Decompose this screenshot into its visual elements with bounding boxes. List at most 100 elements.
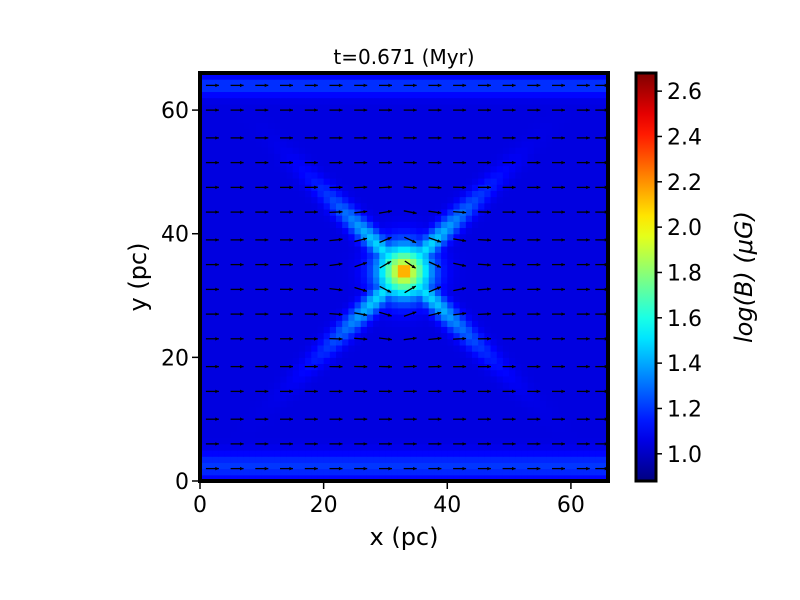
heatmap-cell [385,165,393,173]
heatmap-cell [373,141,380,148]
heatmap-cell [348,450,356,457]
heatmap-cell [570,159,578,167]
heatmap-cell [360,437,368,445]
heatmap-cell [354,474,362,481]
heatmap-cell [311,270,318,278]
heatmap-cell [243,128,250,136]
heatmap-cell [280,233,288,241]
heatmap-cell [441,431,448,439]
heatmap-cell [465,351,473,358]
heatmap-cell [533,338,541,346]
heatmap-cell [416,233,424,241]
heatmap-cell [360,382,368,389]
heatmap-cell [570,215,578,222]
heatmap-cell [484,357,492,365]
heatmap-cell [280,406,288,414]
heatmap-cell [447,277,454,284]
field-arrow [255,364,269,369]
heatmap-cell [441,221,448,229]
field-arrow [205,389,219,394]
heatmap-cell [583,221,590,229]
heatmap-cell [292,270,300,278]
heatmap-cell [311,326,318,334]
heatmap-cell [459,326,467,334]
heatmap-cell [416,301,424,309]
heatmap-cell [305,233,312,241]
heatmap-cell [422,406,430,414]
heatmap-cell [200,283,207,290]
heatmap-cell [317,239,325,247]
heatmap-cell [360,221,368,229]
heatmap-cell [589,73,597,80]
heatmap-cell [589,171,597,179]
heatmap-cell [397,289,405,297]
heatmap-cell [521,301,529,309]
heatmap-cell [589,437,597,445]
heatmap-cell [459,437,467,445]
heatmap-cell [546,332,553,340]
heatmap-cell [558,314,566,321]
heatmap-cell [478,289,485,297]
field-arrow [304,108,318,112]
heatmap-cell [404,338,411,346]
heatmap-cell [274,419,281,426]
heatmap-cell [286,122,294,130]
heatmap-cell [212,264,220,272]
heatmap-cell [336,190,343,198]
heatmap-cell [243,246,250,253]
heatmap-cell [323,73,331,80]
heatmap-cell [336,314,343,321]
heatmap-cell [336,252,343,259]
heatmap-cell [502,147,510,154]
heatmap-cell [533,375,541,383]
heatmap-cell [515,289,522,297]
field-arrow [502,417,516,421]
heatmap-cell [212,375,220,383]
heatmap-cell [336,443,343,451]
heatmap-cell [230,153,238,161]
heatmap-cell [218,357,226,365]
heatmap-cell [379,85,386,93]
heatmap-cell [268,141,275,148]
heatmap-cell [564,289,572,297]
heatmap-cell [268,369,275,377]
heatmap-cell [249,215,257,222]
heatmap-cell [317,122,325,130]
heatmap-cell [601,450,608,457]
field-arrow [527,389,541,394]
heatmap-cell [249,270,257,278]
heatmap-cell [286,147,294,154]
heatmap-cell [305,431,312,439]
heatmap-cell [521,431,529,439]
heatmap-cell [465,147,473,154]
field-arrow [230,262,244,267]
heatmap-cell [373,128,380,136]
heatmap-cell [379,215,386,222]
heatmap-cell [342,103,349,111]
heatmap-cell [224,252,232,259]
heatmap-cell [583,97,590,105]
heatmap-cell [274,406,281,414]
heatmap-cell [305,227,312,235]
heatmap-cell [218,141,226,148]
heatmap-cell [601,413,608,420]
heatmap-cell [292,382,300,389]
heatmap-cell [416,400,424,408]
heatmap-cell [453,301,461,309]
heatmap-cell [459,239,467,247]
heatmap-cell [416,394,424,402]
heatmap-cell [373,116,380,123]
heatmap-cell [502,382,510,389]
heatmap-cell [280,258,288,266]
heatmap-cell [453,103,461,111]
heatmap-cell [496,295,504,303]
heatmap-cell [459,419,467,426]
heatmap-cell [385,443,393,451]
heatmap-cell [601,443,608,451]
heatmap-cell [373,388,380,395]
heatmap-cell [465,363,473,371]
heatmap-cell [379,369,386,377]
heatmap-cell [286,277,294,284]
heatmap-cell [298,215,306,222]
heatmap-cell [459,462,467,470]
